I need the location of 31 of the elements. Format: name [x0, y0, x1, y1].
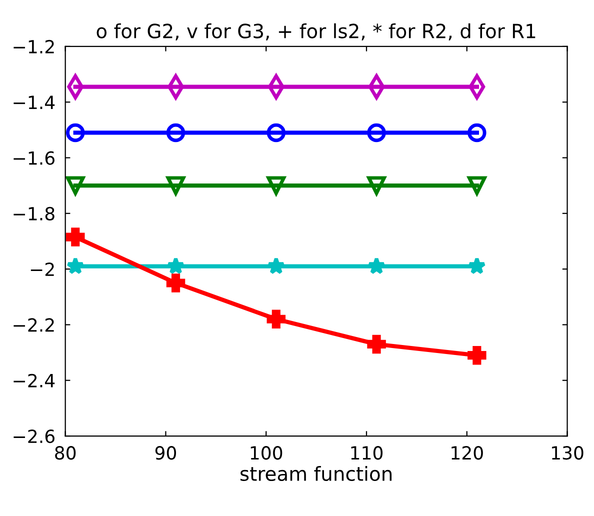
y-tick-label: −2.2: [14, 318, 54, 332]
chart-title: o for G2, v for G3, + for ls2, * for R2, d for R1: [96, 23, 536, 40]
point: [468, 123, 486, 142]
point: [468, 346, 486, 365]
y-tick-label: −1.6: [14, 151, 54, 165]
x-tick-label: 90: [155, 446, 176, 460]
point: [266, 310, 286, 329]
point: [166, 274, 186, 292]
x-tick-label: 100: [250, 446, 282, 460]
point: [66, 256, 84, 274]
x-tick-label: 80: [55, 446, 76, 460]
x-tick-label: 110: [351, 446, 383, 460]
y-tick-label: −2: [30, 262, 54, 276]
y-tick-label: −1.4: [14, 96, 55, 109]
point: [368, 256, 386, 274]
y-tick-label: −1.2: [14, 40, 54, 54]
point: [266, 123, 286, 142]
x-tick-label: 130: [552, 446, 584, 460]
point: [367, 334, 386, 354]
y-tick-label: −1.8: [14, 206, 54, 221]
point: [267, 256, 286, 274]
x-tick-label: 120: [452, 446, 483, 460]
point: [166, 256, 185, 274]
x-axis-title: stream function: [240, 466, 392, 482]
point: [468, 256, 486, 274]
y-tick-label: −2.6: [14, 429, 54, 444]
point: [367, 123, 386, 142]
y-tick-label: −2.4: [14, 374, 55, 388]
point: [66, 123, 85, 142]
point: [166, 123, 186, 142]
point: [66, 228, 85, 246]
